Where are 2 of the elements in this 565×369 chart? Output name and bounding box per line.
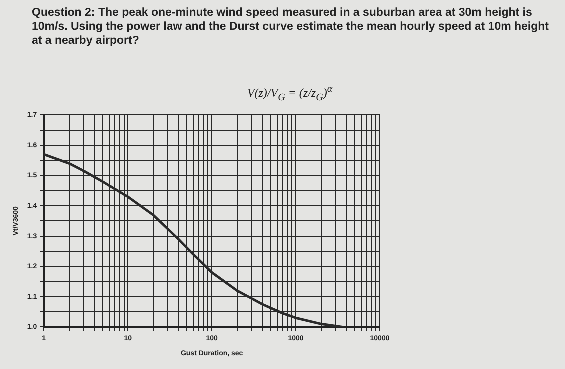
chart-title: Question 2: The peak one-minute wind speed measured in a suburban area at 30m height is 10m/s. Using the power law and the Durst curve estimate the mean hourly speed at 10m height at a nearby airport? xyxy=(32,6,550,48)
text: V(z)/V$_{G}$ = (z/z$_{G}$)$^{α}$ xyxy=(246,84,334,104)
